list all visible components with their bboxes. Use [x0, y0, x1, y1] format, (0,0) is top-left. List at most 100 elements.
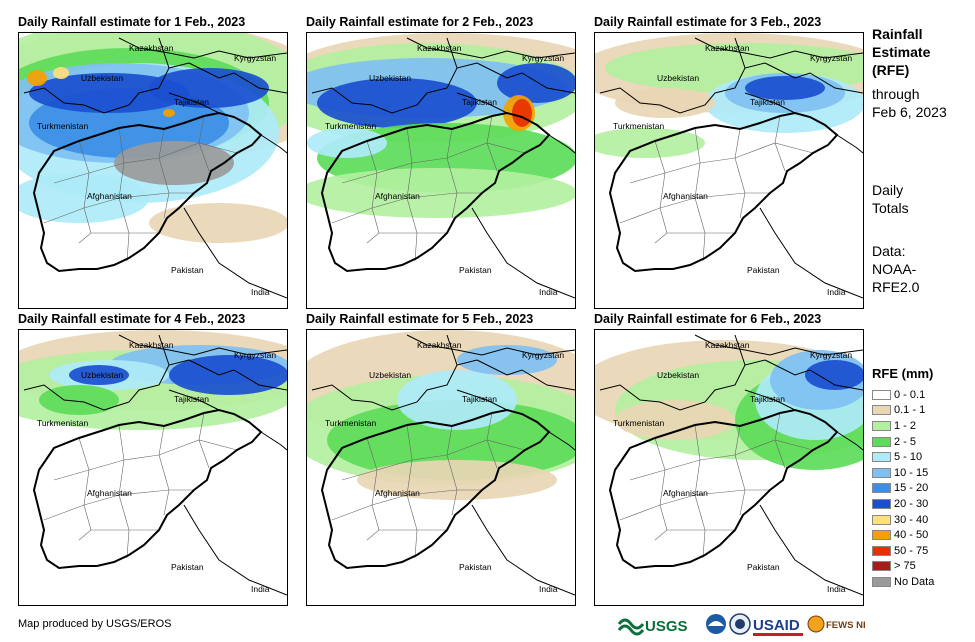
legend-label: 30 - 40: [894, 513, 929, 526]
map-label-kazakhstan: Kazakhstan: [705, 340, 750, 350]
fewsnet-logo-text: FEWS NET: [826, 620, 865, 631]
map-label-india: India: [539, 287, 558, 297]
map-label-kazakhstan: Kazakhstan: [129, 43, 174, 53]
map-frame: Kazakhstan Kyrgyzstan Uzbekistan Tajikistan…: [18, 329, 288, 606]
legend-heading: RFE (mm): [872, 366, 934, 381]
rainfall-map: Kazakhstan Kyrgyzstan Uzbekistan Tajikistan…: [307, 33, 575, 299]
rainfall-panel-5: Daily Rainfall estimate for 5 Feb., 2023…: [306, 309, 576, 606]
legend-label: > 75: [894, 560, 916, 573]
map-label-afghanistan: Afghanistan: [87, 488, 132, 498]
map-label-kyrgyzstan: Kyrgyzstan: [810, 350, 852, 360]
panel-title: Daily Rainfall estimate for 4 Feb., 2023: [18, 312, 246, 326]
map-frame: Kazakhstan Kyrgyzstan Uzbekistan Tajikistan…: [306, 32, 576, 309]
map-label-tajikistan: Tajikistan: [462, 97, 497, 107]
map-label-india: India: [251, 584, 270, 594]
usaid-logo: USAID: [753, 617, 803, 636]
legend-item: No Data: [872, 574, 934, 590]
map-label-turkmenistan: Turkmenistan: [325, 121, 376, 131]
legend-item: 15 - 20: [872, 481, 934, 497]
map-label-uzbekistan: Uzbekistan: [369, 73, 411, 83]
legend-label: 15 - 20: [894, 482, 929, 495]
dos-seal-logo: [729, 613, 751, 635]
map-label-tajikistan: Tajikistan: [174, 394, 209, 404]
legend-label: 50 - 75: [894, 544, 929, 557]
map-label-pakistan: Pakistan: [171, 265, 204, 275]
map-label-kyrgyzstan: Kyrgyzstan: [810, 53, 852, 63]
map-frame: Kazakhstan Kyrgyzstan Uzbekistan Tajikistan…: [594, 32, 864, 309]
data-source-label: Data: NOAA- RFE2.0: [872, 243, 920, 295]
map-label-tajikistan: Tajikistan: [462, 394, 497, 404]
legend-label: 40 - 50: [894, 529, 929, 542]
legend-swatch: [872, 498, 891, 509]
panel-title: Daily Rainfall estimate for 1 Feb., 2023: [18, 15, 246, 29]
legend-swatch: [872, 420, 891, 431]
afghanistan-border: [32, 408, 263, 570]
legend-item: 5 - 10: [872, 449, 934, 465]
afghanistan-border: [320, 111, 551, 273]
legend-label: 0 - 0.1: [894, 388, 926, 401]
map-frame: Kazakhstan Kyrgyzstan Uzbekistan Tajikistan…: [18, 32, 288, 309]
panel-title: Daily Rainfall estimate for 5 Feb., 2023: [306, 312, 534, 326]
map-label-afghanistan: Afghanistan: [663, 191, 708, 201]
map-label-afghanistan: Afghanistan: [375, 488, 420, 498]
legend-swatch: [872, 452, 891, 463]
legend-label: 20 - 30: [894, 497, 929, 510]
legend-item: 40 - 50: [872, 527, 934, 543]
map-label-kyrgyzstan: Kyrgyzstan: [234, 350, 276, 360]
map-label-kazakhstan: Kazakhstan: [417, 340, 462, 350]
map-label-india: India: [827, 584, 846, 594]
map-label-afghanistan: Afghanistan: [87, 191, 132, 201]
usgs-logo: USGS: [617, 618, 688, 636]
legend-item: 1 - 2: [872, 418, 934, 434]
map-label-turkmenistan: Turkmenistan: [37, 418, 88, 428]
map-label-uzbekistan: Uzbekistan: [81, 370, 123, 380]
rainfall-map: Kazakhstan Kyrgyzstan Uzbekistan Tajikistan…: [595, 33, 863, 299]
map-label-kyrgyzstan: Kyrgyzstan: [234, 53, 276, 63]
rainfall-map: Kazakhstan Kyrgyzstan Uzbekistan Tajikistan…: [595, 334, 863, 596]
agency-logos: USGS USAID FEWS NET: [617, 610, 865, 640]
legend-swatch: [872, 389, 891, 400]
map-label-tajikistan: Tajikistan: [174, 97, 209, 107]
map-frame: Kazakhstan Kyrgyzstan Uzbekistan Tajikistan…: [594, 329, 864, 606]
map-label-tajikistan: Tajikistan: [750, 394, 785, 404]
legend-label: 1 - 2: [894, 419, 917, 432]
map-label-india: India: [251, 287, 270, 297]
legend-swatch: [872, 467, 891, 478]
legend-item: 20 - 30: [872, 496, 934, 512]
panel-title: Daily Rainfall estimate for 3 Feb., 2023: [594, 15, 822, 29]
map-label-turkmenistan: Turkmenistan: [613, 121, 664, 131]
map-label-pakistan: Pakistan: [747, 265, 780, 275]
map-label-turkmenistan: Turkmenistan: [325, 418, 376, 428]
rainfall-map: Kazakhstan Kyrgyzstan Uzbekistan Tajikistan…: [19, 33, 287, 299]
map-label-turkmenistan: Turkmenistan: [37, 121, 88, 131]
legend-label: 0.1 - 1: [894, 404, 926, 417]
legend-item: 30 - 40: [872, 512, 934, 528]
legend-swatch: [872, 405, 891, 416]
legend-item: 0.1 - 1: [872, 403, 934, 419]
map-credit: Map produced by USGS/EROS: [18, 618, 172, 630]
map-label-tajikistan: Tajikistan: [750, 97, 785, 107]
panel-title: Daily Rainfall estimate for 2 Feb., 2023: [306, 15, 534, 29]
afghanistan-border: [608, 408, 839, 570]
legend-item: 0 - 0.1: [872, 387, 934, 403]
legend-swatch: [872, 436, 891, 447]
rainfall-panel-6: Daily Rainfall estimate for 6 Feb., 2023…: [594, 309, 864, 606]
map-label-pakistan: Pakistan: [747, 562, 780, 572]
rfe-legend: RFE (mm) 0 - 0.1 0.1 - 1 1 - 2 2 - 5 5 - 10 1…: [872, 366, 934, 590]
rainfall-panel-3: Daily Rainfall estimate for 3 Feb., 2023…: [594, 12, 864, 309]
usgs-logo-text: USGS: [645, 618, 688, 635]
rainfall-map: Kazakhstan Kyrgyzstan Uzbekistan Tajikistan…: [307, 330, 575, 596]
map-label-uzbekistan: Uzbekistan: [657, 73, 699, 83]
map-label-kazakhstan: Kazakhstan: [129, 340, 174, 350]
map-label-kyrgyzstan: Kyrgyzstan: [522, 350, 564, 360]
map-label-uzbekistan: Uzbekistan: [369, 370, 411, 380]
through-date: through Feb 6, 2023: [872, 86, 947, 120]
legend-swatch: [872, 561, 891, 572]
map-frame: Kazakhstan Kyrgyzstan Uzbekistan Tajikistan…: [306, 329, 576, 606]
afghanistan-border: [320, 408, 551, 570]
map-label-uzbekistan: Uzbekistan: [81, 73, 123, 83]
map-label-kazakhstan: Kazakhstan: [417, 43, 462, 53]
map-label-india: India: [827, 287, 846, 297]
afghanistan-border: [608, 111, 839, 273]
map-label-afghanistan: Afghanistan: [375, 191, 420, 201]
